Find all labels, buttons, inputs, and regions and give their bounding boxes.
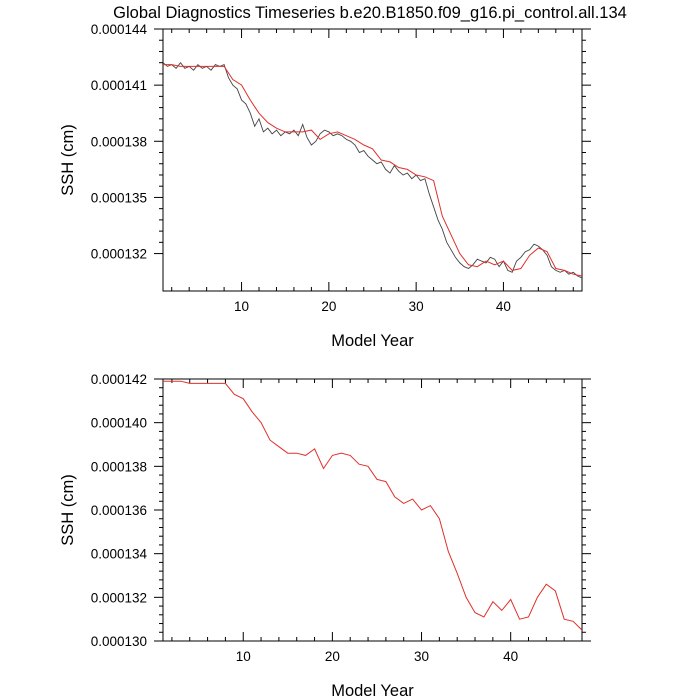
x-tick-label: 10 [236, 649, 251, 664]
y-axis-label: SSH (cm) [59, 124, 77, 196]
panel-2: 10 20 30 40 0.000130 0.000132 0.000134 0.000136… [59, 372, 591, 700]
plot-frame [162, 378, 583, 642]
series-line-2 [163, 64, 582, 277]
x-tick-label: 20 [325, 649, 340, 664]
series-line-1 [163, 61, 582, 279]
x-tick-label: 40 [496, 299, 511, 314]
x-tick-label: 20 [321, 299, 336, 314]
y-tick-label: 0.000130 [91, 634, 147, 649]
y-tick-label: 0.000135 [91, 190, 147, 205]
chart-title: Global Diagnostics Timeseries b.e20.B185… [113, 4, 627, 22]
y-tick-label: 0.000144 [91, 22, 148, 37]
x-tick-label: 30 [409, 299, 424, 314]
x-tick-label: 30 [414, 649, 429, 664]
y-tick-label: 0.000138 [91, 459, 147, 474]
plot-frame [162, 28, 583, 292]
x-axis-label: Model Year [331, 682, 414, 700]
series-line-1 [163, 380, 582, 631]
y-axis-label: SSH (cm) [59, 474, 77, 546]
x-tick-label: 10 [234, 299, 249, 314]
x-axis-label: Model Year [331, 332, 414, 350]
y-tick-label: 0.000132 [91, 590, 147, 605]
y-tick-label: 0.000136 [91, 503, 147, 518]
y-tick-label: 0.000138 [91, 134, 147, 149]
x-tick-label: 40 [503, 649, 518, 664]
y-tick-label: 0.000140 [91, 416, 147, 431]
panel-1: 10 20 30 40 0.000132 0.000135 0.000138 0.000141… [59, 22, 591, 350]
y-tick-label: 0.000141 [91, 78, 147, 93]
y-tick-label: 0.000134 [91, 547, 148, 562]
y-tick-label: 0.000132 [91, 247, 147, 262]
y-tick-label: 0.000142 [91, 372, 147, 387]
